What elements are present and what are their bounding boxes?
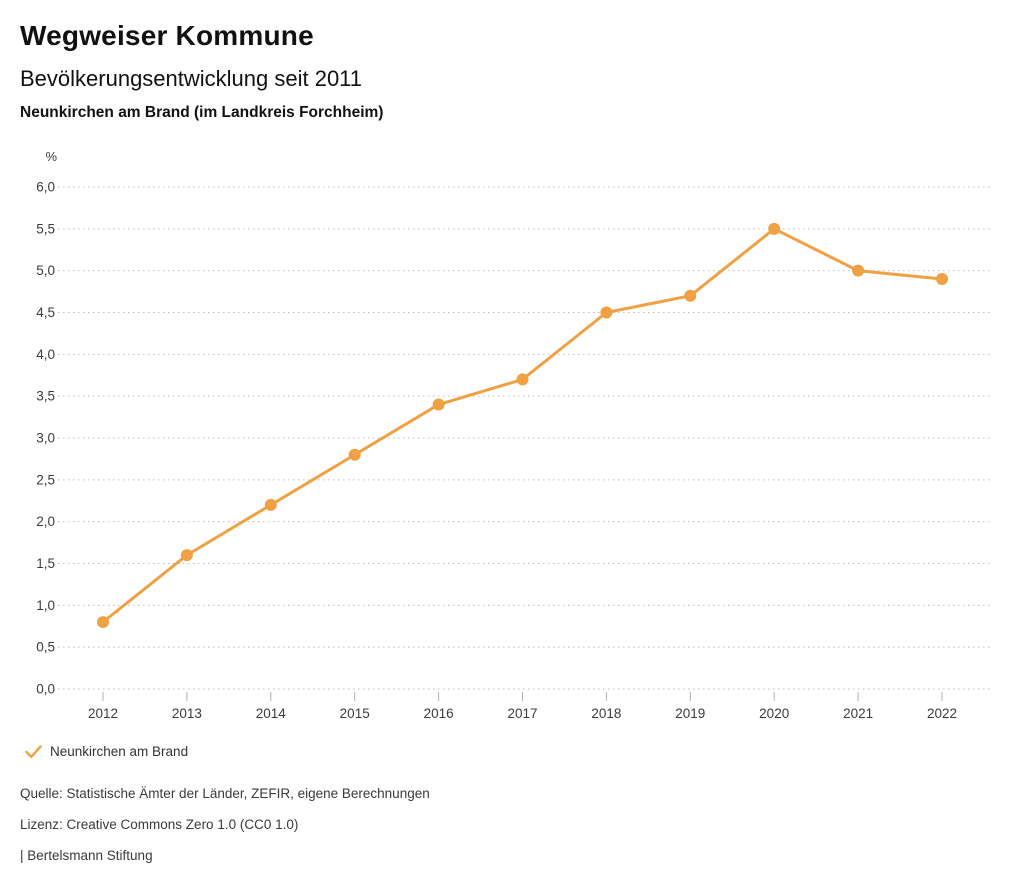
data-point-2013[interactable] [180,549,193,562]
x-axis-label: 2016 [424,706,454,721]
y-axis-label: 2,0 [36,514,55,529]
chart-region-label: Neunkirchen am Brand (im Landkreis Forch… [20,104,384,121]
y-axis-unit-label: % [45,149,57,164]
x-axis-label: 2013 [172,706,202,721]
legend-item[interactable]: Neunkirchen am Brand [25,744,188,759]
y-axis-label: 0,0 [36,682,55,697]
data-point-2020[interactable] [768,222,781,235]
data-point-2015[interactable] [348,448,361,461]
x-axis-label: 2018 [591,706,621,721]
x-axis-label: 2020 [759,706,789,721]
y-axis-label: 5,0 [36,263,55,278]
y-axis-label: 1,5 [36,556,55,571]
y-axis-label: 1,0 [36,598,55,613]
data-point-2016[interactable] [432,398,445,411]
data-point-2019[interactable] [684,289,697,302]
y-axis-label: 3,0 [36,431,55,446]
brand-line: | Bertelsmann Stiftung [20,848,153,863]
legend-label: Neunkirchen am Brand [50,744,189,759]
data-point-2014[interactable] [264,498,277,511]
check-icon [25,744,42,758]
population-line-chart: % 0,0 0,5 1,0 1,5 2,0 2,5 3,0 3,5 4,0 4,5 5,0 5,5 6,0… [36,149,990,721]
y-axis-label: 4,5 [36,305,55,320]
x-axis-label: 2014 [256,706,287,721]
data-point-2018[interactable] [600,306,613,319]
source-line: Quelle: Statistische Ämter der Länder, Z… [20,786,430,801]
y-axis-label: 5,5 [36,221,55,236]
chart-canvas: % 0,0 0,5 1,0 1,5 2,0 2,5 3,0 3,5 4,0 4,5 5,0 5,5 6,0… [36,149,990,721]
y-axis-label: 4,0 [36,347,55,362]
chart-subtitle: Bevölkerungsentwicklung seit 2011 [20,66,363,91]
x-axis-label: 2019 [675,706,705,721]
x-axis-label: 2012 [88,706,118,721]
data-point-2017[interactable] [516,373,529,386]
y-axis-label: 3,5 [36,389,55,404]
data-point-2012[interactable] [97,616,109,629]
x-axis-label: 2015 [340,706,370,721]
y-axis-label: 6,0 [36,180,55,195]
x-axis-label: 2021 [843,706,873,721]
page-title: Wegweiser Kommune [20,20,314,51]
data-point-2021[interactable] [852,264,865,277]
license-line: Lizenz: Creative Commons Zero 1.0 (CC0 1… [20,817,299,832]
y-axis-label: 2,5 [36,472,55,487]
x-axis-label: 2022 [927,706,957,721]
x-axis-label: 2017 [507,706,537,721]
data-point-2022[interactable] [936,273,948,286]
y-axis-label: 0,5 [36,640,55,655]
